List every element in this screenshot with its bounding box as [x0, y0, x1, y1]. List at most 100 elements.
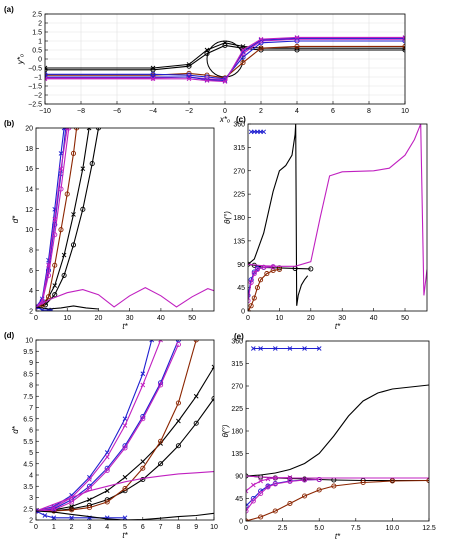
- y-tick-label: 225: [231, 406, 243, 413]
- y-tick-label: −0.5: [28, 66, 42, 73]
- data-point: [251, 482, 256, 488]
- y-tick-label: 0: [38, 57, 42, 64]
- x-tick-label: 2: [70, 524, 74, 531]
- y-tick-label: 135: [233, 238, 245, 245]
- x-tick-label: 0: [246, 315, 250, 322]
- y-tick-label: 90: [235, 474, 243, 481]
- y-tick-label: 0: [241, 309, 245, 316]
- data-point: [175, 443, 181, 449]
- series-line: [246, 475, 429, 479]
- y-tick-label: 180: [231, 429, 243, 436]
- data-point: [45, 65, 48, 71]
- data-point: [89, 161, 95, 167]
- data-point: [61, 272, 67, 278]
- data-point: [302, 346, 307, 351]
- y-tick-label: 4: [29, 473, 33, 480]
- data-point: [287, 500, 293, 507]
- series-line: [45, 44, 405, 71]
- series-line: [248, 266, 274, 301]
- data-point: [122, 515, 128, 520]
- data-point: [270, 267, 276, 274]
- x-tick-label: 7.5: [351, 525, 361, 532]
- y-tick-label: 10: [25, 227, 33, 234]
- series-line: [36, 366, 214, 512]
- x-axis-label: t*: [122, 322, 128, 331]
- x-tick-label: 5: [123, 524, 127, 531]
- data-point: [39, 298, 45, 304]
- series-line: [36, 305, 99, 310]
- data-point: [86, 128, 92, 131]
- panel-3: 0 1 2 3 4 5 6 7 8 9 10 2 2.5 3 3.5 4 4.5 5 5.5 6 6.5 7 7.5 8 8.5…: [4, 331, 218, 540]
- y-tick-label: 3: [29, 495, 33, 502]
- data-point: [140, 416, 146, 422]
- data-point: [270, 264, 276, 270]
- y-tick-label: 225: [233, 192, 245, 199]
- x-tick-label: 1: [52, 524, 56, 531]
- series-line: [36, 340, 153, 512]
- data-point: [175, 400, 181, 406]
- data-point: [251, 271, 257, 277]
- panel-label: (e): [234, 332, 244, 341]
- data-point: [287, 478, 293, 485]
- x-tick-label: 10.0: [386, 525, 400, 532]
- y-tick-label: 180: [233, 215, 245, 222]
- y-tick-label: 16: [25, 166, 33, 173]
- y-axis-label: d*: [11, 215, 20, 223]
- y-tick-label: 12: [25, 207, 33, 214]
- data-point: [246, 503, 249, 509]
- y-tick-label: −2: [34, 93, 42, 100]
- series-line: [36, 471, 214, 512]
- axes-frame: [247, 123, 428, 312]
- data-point: [258, 490, 264, 497]
- y-tick-label: 3.5: [23, 484, 33, 491]
- data-point: [248, 303, 254, 309]
- x-tick-label: 30: [338, 315, 346, 322]
- data-point: [240, 44, 246, 49]
- panel-label: (c): [236, 115, 246, 124]
- y-axis-label: d*: [11, 425, 20, 433]
- data-point: [176, 418, 181, 424]
- x-tick-label: 50: [188, 315, 196, 322]
- data-point: [104, 488, 110, 494]
- data-point: [294, 43, 300, 49]
- y-tick-label: 7.5: [23, 394, 33, 401]
- data-point: [45, 294, 52, 300]
- data-point: [122, 485, 128, 492]
- data-point: [389, 478, 395, 484]
- data-point: [222, 40, 228, 46]
- data-point: [308, 266, 314, 272]
- x-tick-label: −6: [113, 108, 121, 115]
- x-tick-label: 10: [401, 108, 409, 115]
- series-line: [36, 306, 52, 311]
- x-tick-label: 6: [331, 108, 335, 115]
- data-point: [272, 346, 278, 351]
- x-tick-label: 40: [370, 315, 378, 322]
- series-line: [248, 268, 280, 311]
- data-point: [36, 508, 39, 514]
- data-point: [222, 79, 228, 84]
- y-tick-label: 45: [235, 496, 243, 503]
- y-tick-label: 9: [29, 360, 33, 367]
- data-point: [272, 508, 278, 514]
- data-point: [193, 420, 199, 426]
- series-line: [246, 479, 429, 521]
- data-point: [140, 476, 146, 483]
- data-point: [45, 76, 48, 82]
- data-point: [58, 166, 64, 171]
- y-tick-label: 0: [239, 519, 243, 526]
- x-tick-label: 0: [223, 108, 227, 115]
- x-tick-label: 30: [126, 315, 134, 322]
- x-tick-label: 6: [141, 524, 145, 531]
- data-point: [51, 515, 57, 520]
- data-point: [158, 382, 164, 388]
- y-tick-label: 10: [25, 338, 33, 345]
- x-tick-label: 5.0: [314, 525, 324, 532]
- x-tick-label: 10: [210, 524, 218, 531]
- data-point: [175, 341, 181, 348]
- y-tick-label: −1.5: [28, 84, 42, 91]
- data-point: [250, 498, 256, 504]
- data-point: [61, 252, 67, 258]
- y-tick-label: 2: [38, 21, 42, 28]
- data-point: [69, 507, 75, 513]
